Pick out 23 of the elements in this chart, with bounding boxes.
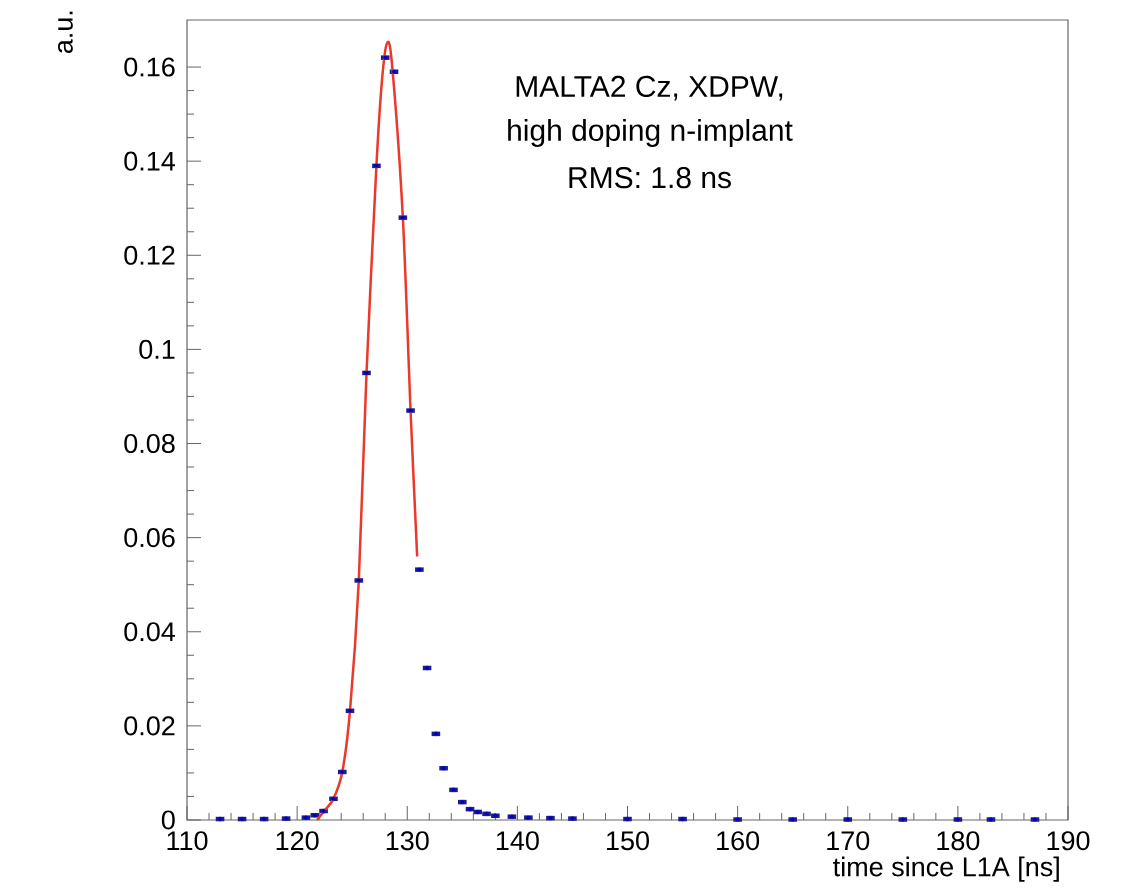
- x-tick-label: 140: [496, 831, 539, 851]
- x-tick-label: 110: [167, 831, 208, 851]
- y-tick-label: 0.1: [139, 339, 175, 359]
- y-tick-label: 0.16: [124, 57, 175, 77]
- annotation: RMS: 1.8 ns: [569, 167, 731, 189]
- y-axis-title: a.u.: [58, 11, 73, 54]
- x-tick-label: 120: [276, 831, 319, 851]
- x-tick-label: 170: [827, 831, 870, 851]
- y-tick-label: 0.12: [124, 245, 175, 265]
- x-tick-label: 190: [1047, 831, 1090, 851]
- x-tick-label: 130: [386, 831, 429, 851]
- y-tick-label: 0.08: [124, 433, 175, 454]
- annotation: MALTA2 Cz, XDPW,: [516, 75, 783, 101]
- x-axis-title: time since L1A [ns]: [833, 856, 1059, 882]
- annotation: high doping n-implant: [508, 118, 793, 147]
- y-tick-label: 0: [161, 810, 175, 830]
- y-tick-label: 0.06: [124, 528, 175, 548]
- y-tick-label: 0.14: [124, 151, 176, 171]
- x-tick-label: 150: [607, 831, 649, 851]
- y-tick-label: 0.04: [124, 622, 176, 642]
- x-tick-label: 180: [937, 831, 980, 851]
- x-tick-label: 160: [717, 831, 760, 851]
- y-tick-label: 0.02: [124, 716, 175, 736]
